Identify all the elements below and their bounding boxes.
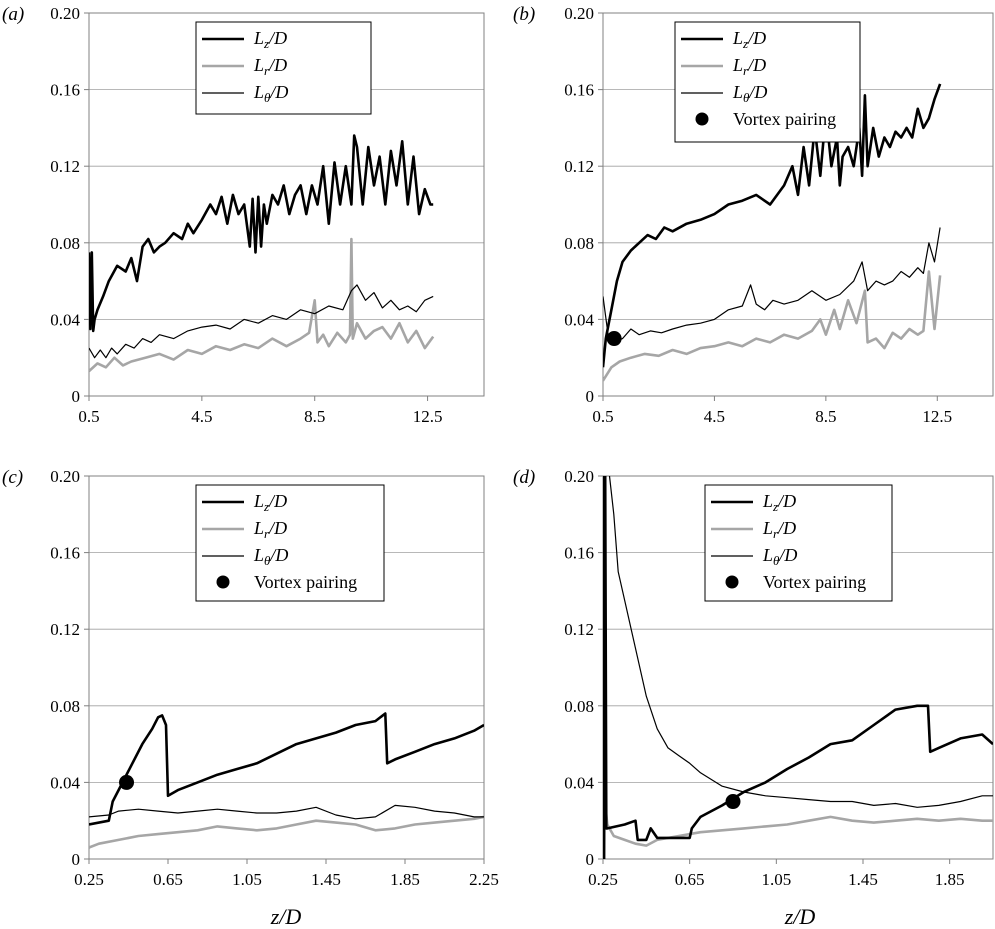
panel-label: (d) xyxy=(513,467,535,488)
y-tick-label: 0.12 xyxy=(50,157,80,176)
series-line-thick xyxy=(89,712,484,826)
y-tick-label: 0.04 xyxy=(50,310,80,329)
legend-label-pairing: Vortex pairing xyxy=(254,572,357,592)
series-line-thick xyxy=(603,83,942,368)
y-tick-label: 0.16 xyxy=(564,81,594,100)
y-tick-label: 0.04 xyxy=(564,310,594,329)
y-tick-label: 0.12 xyxy=(564,620,594,639)
xlabel-c: z/D xyxy=(270,904,302,929)
plot-frame xyxy=(88,12,485,397)
legend-label-lz: Lz/D xyxy=(253,28,287,51)
x-tick-label: 1.85 xyxy=(935,870,965,889)
y-tick-label: 0 xyxy=(72,387,81,406)
panel-c: (c) 0 0.04 0.08 0.12 0.16 0.20 0.25 0.65 1.05 1.45… xyxy=(2,467,499,889)
plot-frame xyxy=(602,12,994,397)
xlabel-d: z/D xyxy=(784,904,816,929)
legend-label-lr: Lr/D xyxy=(253,55,287,78)
y-tick-label: 0.08 xyxy=(50,234,80,253)
x-tick-label: 1.05 xyxy=(232,870,262,889)
legend-box xyxy=(195,21,372,115)
series-line-gray xyxy=(603,782,993,847)
vortex-pairing-marker xyxy=(725,794,741,810)
y-tick-label: 0.16 xyxy=(564,544,594,563)
legend-label-pairing: Vortex pairing xyxy=(763,572,866,592)
series-line-thin xyxy=(89,804,484,820)
y-tick-label: 0.20 xyxy=(564,4,594,23)
plot-frame xyxy=(88,475,485,860)
x-tick-label: 1.05 xyxy=(761,870,791,889)
x-tick-label: 4.5 xyxy=(704,407,725,426)
legend-label-lr: Lr/D xyxy=(253,518,287,541)
legend-label-lt: Lθ/D xyxy=(732,82,767,105)
legend-label-lz: Lz/D xyxy=(732,28,766,51)
series-line-thin xyxy=(89,284,434,359)
y-tick-label: 0.08 xyxy=(564,697,594,716)
panel-label: (b) xyxy=(513,4,535,25)
panel-label: (a) xyxy=(2,4,24,25)
legend-label-lz: Lz/D xyxy=(253,491,287,514)
y-tick-label: 0.04 xyxy=(564,773,594,792)
y-tick-label: 0.12 xyxy=(564,157,594,176)
vortex-pairing-marker xyxy=(606,331,622,347)
series-line-thick xyxy=(89,134,434,333)
legend-marker-pairing xyxy=(695,112,709,126)
legend-label-pairing: Vortex pairing xyxy=(733,109,836,129)
series-line-gray xyxy=(603,270,942,382)
legend-label-lz: Lz/D xyxy=(762,491,796,514)
vortex-pairing-marker xyxy=(119,774,135,790)
panel-b: (b) 0 0.04 0.08 0.12 0.16 0.20 0.5 4.5 8.5 12.5 Lz/… xyxy=(513,4,994,426)
x-tick-label: 1.85 xyxy=(390,870,420,889)
series-line-gray xyxy=(89,815,484,849)
panel-label: (c) xyxy=(2,467,23,488)
legend: Lz/D Lr/D Lθ/D Vortex pairing xyxy=(195,484,385,602)
y-tick-label: 0.20 xyxy=(564,467,594,486)
x-tick-label: 0.65 xyxy=(153,870,183,889)
x-tick-label: 0.65 xyxy=(675,870,705,889)
y-tick-label: 0.16 xyxy=(50,544,80,563)
legend-label-lr: Lr/D xyxy=(762,518,796,541)
x-tick-label: 8.5 xyxy=(815,407,836,426)
x-tick-label: 0.5 xyxy=(592,407,613,426)
y-tick-label: 0.12 xyxy=(50,620,80,639)
series-line-thin xyxy=(603,227,941,343)
legend-label-lr: Lr/D xyxy=(732,55,766,78)
legend-label-lt: Lθ/D xyxy=(253,545,288,568)
y-tick-label: 0 xyxy=(586,387,595,406)
y-tick-label: 0 xyxy=(72,850,81,869)
y-tick-label: 0.20 xyxy=(50,467,80,486)
y-tick-label: 0.08 xyxy=(564,234,594,253)
panel-a: (a) 0 0.04 0.08 0.12 0.16 0.20 0.5 4.5 8.5 12.5 Lz/… xyxy=(2,4,485,426)
x-tick-label: 0.5 xyxy=(78,407,99,426)
y-tick-label: 0.16 xyxy=(50,81,80,100)
x-tick-label: 0.25 xyxy=(588,870,618,889)
legend-label-lt: Lθ/D xyxy=(253,82,288,105)
x-tick-label: 4.5 xyxy=(191,407,212,426)
x-tick-label: 1.45 xyxy=(311,870,341,889)
x-tick-label: 2.25 xyxy=(469,870,499,889)
x-tick-label: 12.5 xyxy=(922,407,952,426)
x-tick-label: 12.5 xyxy=(413,407,443,426)
legend-marker-pairing xyxy=(725,575,739,589)
y-tick-label: 0 xyxy=(586,850,595,869)
panel-d: (d) 0 0.04 0.08 0.12 0.16 0.20 0.25 0.65 1.05 1.45… xyxy=(513,467,994,889)
legend: Lz/D Lr/D Lθ/D xyxy=(195,21,372,115)
legend: Lz/D Lr/D Lθ/D Vortex pairing xyxy=(704,484,893,602)
x-tick-label: 0.25 xyxy=(74,870,104,889)
y-tick-label: 0.08 xyxy=(50,697,80,716)
legend-marker-pairing xyxy=(216,575,230,589)
x-tick-label: 8.5 xyxy=(304,407,325,426)
y-tick-label: 0.04 xyxy=(50,773,80,792)
x-tick-label: 1.45 xyxy=(848,870,878,889)
y-tick-label: 0.20 xyxy=(50,4,80,23)
legend: Lz/D Lr/D Lθ/D Vortex pairing xyxy=(674,21,861,143)
legend-label-lt: Lθ/D xyxy=(762,545,797,568)
series-line-gray xyxy=(89,237,435,373)
